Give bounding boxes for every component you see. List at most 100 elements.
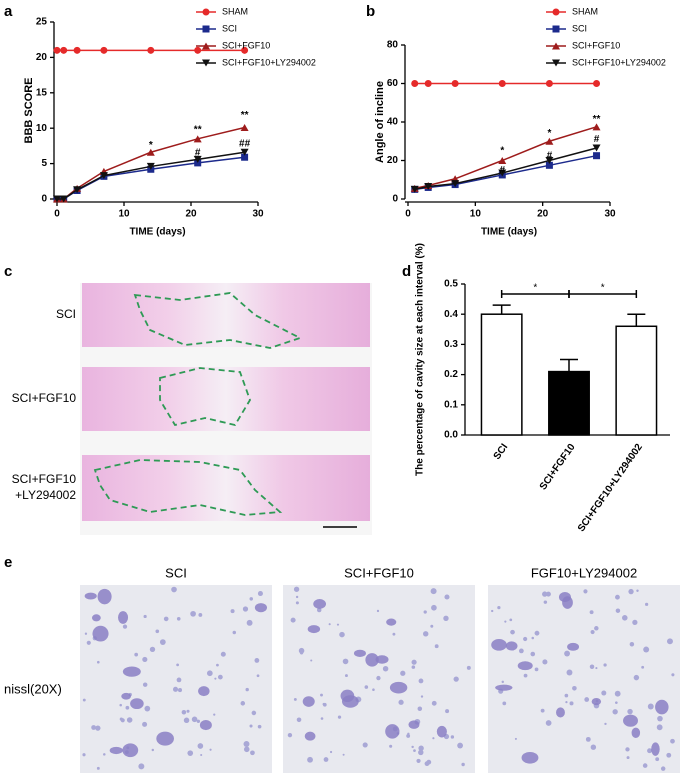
cell <box>144 705 151 712</box>
legend-label: SCI+FGF10+LY294002 <box>572 57 666 67</box>
cell <box>534 630 540 636</box>
cell <box>196 719 201 723</box>
x-tick-label: 10 <box>118 209 130 220</box>
neuron <box>556 707 565 718</box>
neuron <box>389 681 408 694</box>
cell <box>257 724 262 729</box>
cell <box>632 619 638 626</box>
marker <box>498 169 507 177</box>
legend-marker <box>552 59 560 67</box>
cell <box>565 700 568 704</box>
cell <box>191 716 198 723</box>
marker <box>498 80 506 87</box>
y-tick-label: 5 <box>41 158 47 169</box>
neuron <box>91 614 101 622</box>
cell <box>569 701 574 706</box>
neuron <box>495 684 513 691</box>
cell <box>431 604 437 611</box>
marker <box>424 80 432 87</box>
marker <box>545 80 553 87</box>
marker <box>59 195 68 203</box>
cell <box>320 693 323 697</box>
cell <box>249 597 253 601</box>
cell <box>389 744 393 748</box>
cell <box>209 748 212 751</box>
y-tick-label: 10 <box>36 123 48 134</box>
cell <box>119 703 122 707</box>
annotation: * <box>149 140 153 151</box>
neuron <box>130 698 144 710</box>
tissue-image <box>82 367 370 431</box>
series-line <box>414 147 597 191</box>
annotation: ** <box>194 124 202 135</box>
cell <box>316 607 322 613</box>
cell <box>337 715 342 719</box>
x-tick-label: SCI+FGF10 <box>538 442 578 493</box>
cell <box>589 664 595 669</box>
cell <box>364 685 369 689</box>
cell <box>641 665 645 669</box>
neuron <box>436 725 447 738</box>
nissl-image <box>488 585 680 773</box>
neuron <box>97 588 112 605</box>
legend-label: SCI+FGF10 <box>572 40 620 50</box>
annotation: ** <box>241 110 249 121</box>
cell <box>564 650 571 657</box>
annotation: ** <box>593 114 601 125</box>
cell <box>176 616 181 621</box>
cell <box>171 586 177 593</box>
cell <box>254 657 260 663</box>
cell <box>293 586 300 592</box>
cell <box>103 753 106 756</box>
y-tick-label: 0 <box>392 194 398 205</box>
neuron <box>307 625 321 634</box>
neuron <box>121 692 131 700</box>
cell <box>82 698 86 702</box>
neuron <box>254 603 268 613</box>
cell <box>523 636 528 642</box>
panel-label: c <box>4 263 12 280</box>
marker <box>147 46 155 54</box>
y-tick-label: 60 <box>387 78 399 89</box>
cell <box>296 717 302 723</box>
marker <box>592 123 601 131</box>
cell <box>417 706 423 711</box>
cell <box>159 639 166 645</box>
cell <box>382 665 389 672</box>
cell <box>197 743 204 749</box>
cell <box>411 745 414 749</box>
neuron <box>198 686 210 697</box>
cell <box>155 629 160 634</box>
marker <box>545 161 553 169</box>
cell <box>251 710 257 716</box>
cell <box>149 646 156 653</box>
neuron <box>92 625 109 642</box>
panel-label: d <box>402 263 411 280</box>
y-tick-label: 0.0 <box>444 430 458 441</box>
cell <box>416 758 421 764</box>
y-tick-label: 15 <box>36 87 48 98</box>
cell <box>461 762 465 767</box>
cell <box>392 632 396 636</box>
cell <box>320 717 324 720</box>
cell <box>376 675 381 681</box>
legend-marker <box>202 25 210 33</box>
marker <box>240 123 249 131</box>
cell <box>198 613 203 617</box>
row-label-line: SCI+FGF10 <box>12 391 77 405</box>
neuron <box>562 596 573 609</box>
cell <box>643 646 650 653</box>
cell <box>151 748 155 752</box>
marker <box>451 180 460 188</box>
y-tick-label: 20 <box>36 52 48 63</box>
cell <box>626 756 630 760</box>
legend-marker <box>202 42 210 50</box>
neuron <box>122 743 139 758</box>
cell <box>206 670 213 677</box>
cell <box>453 676 459 682</box>
cell <box>657 715 663 722</box>
cell <box>339 631 345 638</box>
neuron <box>109 746 123 755</box>
y-axis-label: The percentage of cavity size at each in… <box>415 243 426 476</box>
cell <box>589 610 594 615</box>
